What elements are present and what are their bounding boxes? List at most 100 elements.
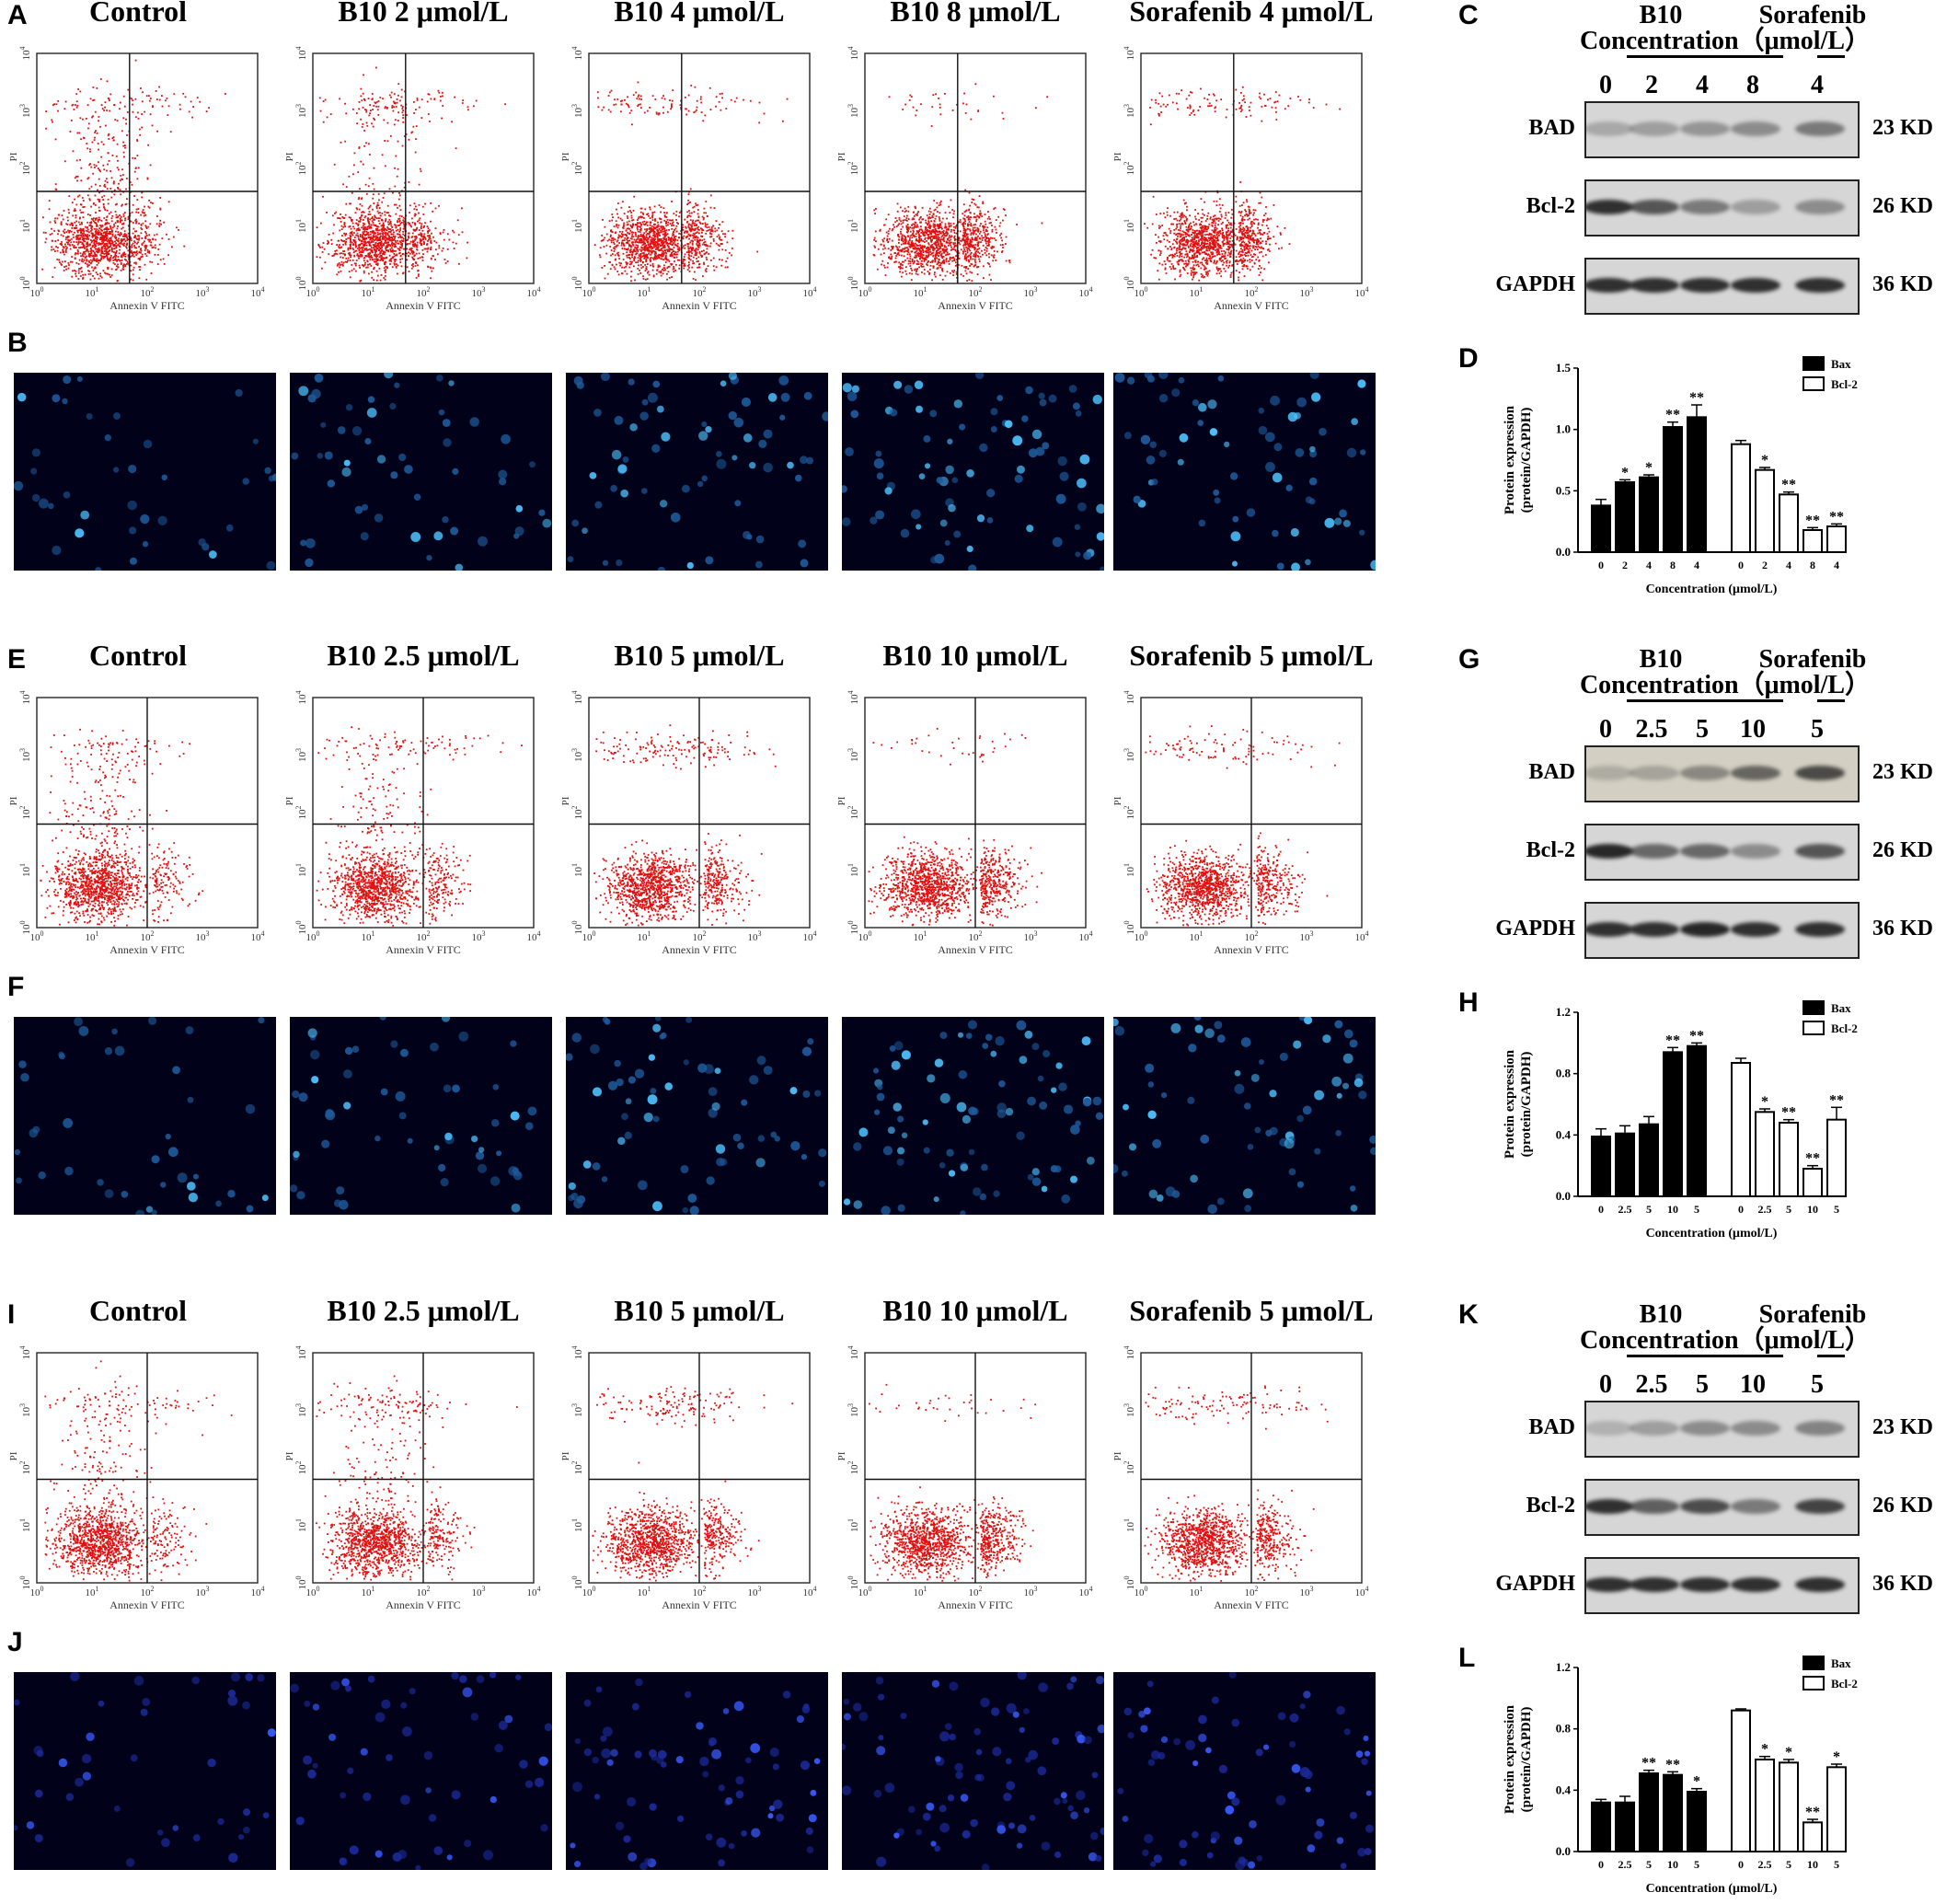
bar xyxy=(1591,1136,1611,1197)
significance-mark: * xyxy=(1693,1774,1700,1790)
flow-plot: 100 100 101 101 102 102 103 103 104 104 Annexin V … xyxy=(8,1346,265,1612)
blot-band xyxy=(1795,200,1845,214)
x-tick-label: 0 xyxy=(1598,1203,1604,1216)
flow-plot: 100 100 101 101 102 102 103 103 104 104 Annexin V … xyxy=(8,47,265,313)
legend-swatch xyxy=(1803,1656,1825,1670)
svg-text:102: 102 xyxy=(417,285,431,299)
blot-band xyxy=(1680,766,1730,780)
bar xyxy=(1803,1821,1823,1852)
panel-label: D xyxy=(1458,345,1479,373)
legend-label: Bax xyxy=(1831,357,1851,371)
blot-strip xyxy=(1584,179,1860,237)
flow-plot: 100 100 101 101 102 102 103 103 104 104 Annexin V … xyxy=(560,691,817,957)
y-tick-label: 1.2 xyxy=(1556,1660,1571,1674)
blot-concentration-label: Concentration（μmol/L） xyxy=(1564,672,1886,699)
svg-text:103: 103 xyxy=(472,285,486,299)
blot-strip xyxy=(1584,745,1860,802)
blot-concentration-label: Concentration（μmol/L） xyxy=(1564,1327,1886,1355)
bar xyxy=(1826,1118,1847,1198)
svg-text:101: 101 xyxy=(362,285,375,299)
flow-y-label: PI xyxy=(836,152,847,161)
micrograph xyxy=(566,1672,828,1870)
flow-y-label: PI xyxy=(284,796,295,805)
blot-band xyxy=(1680,121,1730,136)
protein-expression-chart: 0.0 0.5 1.0 1.5 Protein expression (protein/G… xyxy=(1463,350,1941,598)
condition-title: Sorafenib 5 μmol/L xyxy=(1104,639,1399,672)
bar xyxy=(1663,426,1683,553)
flow-plot: 100 100 101 101 102 102 103 103 104 104 Annexin V … xyxy=(836,1346,1093,1612)
significance-mark: ** xyxy=(1829,1092,1844,1108)
nuclei-image xyxy=(290,1017,537,1213)
bar xyxy=(1639,476,1659,554)
flow-plot: 100 100 101 101 102 102 103 103 104 104 Annexin V … xyxy=(8,691,265,957)
blot-size-label: 36 KD xyxy=(1872,1572,1933,1596)
bar xyxy=(1663,1051,1683,1198)
svg-text:103: 103 xyxy=(196,285,210,299)
svg-text:101: 101 xyxy=(294,219,308,233)
flow-y-label: PI xyxy=(836,1451,847,1460)
flow-x-label: Annexin V FITC xyxy=(1214,299,1289,312)
legend-swatch xyxy=(1803,1000,1825,1015)
blot-lane-label: 0 xyxy=(1578,1371,1633,1399)
blot-band xyxy=(1630,278,1679,293)
x-tick-label: 4 xyxy=(1786,559,1791,571)
blot-b10-line xyxy=(1627,1355,1783,1357)
legend-swatch xyxy=(1803,376,1825,391)
y-tick-label: 0.0 xyxy=(1556,1844,1571,1858)
blot-strip xyxy=(1584,101,1860,158)
significance-mark: ** xyxy=(1781,1105,1796,1121)
y-tick-label: 1.5 xyxy=(1556,361,1572,375)
blot-band xyxy=(1795,844,1845,859)
nuclei-image xyxy=(842,373,1104,571)
blot-band xyxy=(1586,922,1633,937)
flow-y-label: PI xyxy=(1112,796,1123,805)
flow-x-label: Annexin V FITC xyxy=(386,1598,461,1611)
significance-mark: ** xyxy=(1829,509,1844,525)
condition-title: B10 5 μmol/L xyxy=(552,1294,847,1327)
blot-protein-label: Bcl-2 xyxy=(1465,194,1575,218)
significance-mark: * xyxy=(1785,1745,1792,1760)
micrograph xyxy=(290,1672,552,1870)
svg-text:102: 102 xyxy=(294,162,308,176)
flow-y-label: PI xyxy=(284,152,295,161)
svg-text:103: 103 xyxy=(18,104,32,118)
significance-mark: ** xyxy=(1665,1033,1680,1048)
condition-title: Control xyxy=(0,0,285,28)
blot-size-label: 36 KD xyxy=(1872,917,1933,940)
blot-size-label: 26 KD xyxy=(1872,838,1933,862)
blot-strip xyxy=(1584,824,1860,881)
blot-protein-label: Bcl-2 xyxy=(1465,1494,1575,1517)
bar xyxy=(1687,416,1707,554)
bar xyxy=(1731,1062,1751,1197)
blot-sorafenib-line xyxy=(1817,699,1845,702)
svg-text:101: 101 xyxy=(570,219,584,233)
legend-swatch xyxy=(1803,1676,1825,1691)
micrograph xyxy=(14,373,276,571)
condition-title: B10 8 μmol/L xyxy=(828,0,1123,28)
micrograph xyxy=(1113,373,1376,571)
condition-title: B10 2 μmol/L xyxy=(276,0,570,28)
flow-y-label: PI xyxy=(836,796,847,805)
flow-x-label: Annexin V FITC xyxy=(386,299,461,312)
blot-band xyxy=(1586,121,1633,136)
svg-text:101: 101 xyxy=(638,285,651,299)
flow-plot: 100 100 101 101 102 102 103 103 104 104 Annexin V … xyxy=(560,47,817,313)
significance-mark: ** xyxy=(1665,408,1680,423)
x-tick-label: 10 xyxy=(1807,1203,1818,1216)
blot-protein-label: GAPDH xyxy=(1465,1572,1575,1596)
y-axis-label: (protein/GAPDH) xyxy=(1519,1707,1534,1813)
y-axis-label: (protein/GAPDH) xyxy=(1519,1052,1534,1158)
bar xyxy=(1615,481,1635,553)
y-axis-label: Protein expression xyxy=(1503,1704,1517,1814)
panel-label: H xyxy=(1458,989,1479,1017)
bar xyxy=(1803,529,1823,553)
blot-lane-label: 4 xyxy=(1790,72,1845,99)
panel-label: F xyxy=(7,974,24,1001)
svg-text:100: 100 xyxy=(570,277,584,291)
blot-band xyxy=(1731,1577,1780,1592)
flow-x-label: Annexin V FITC xyxy=(386,943,461,956)
